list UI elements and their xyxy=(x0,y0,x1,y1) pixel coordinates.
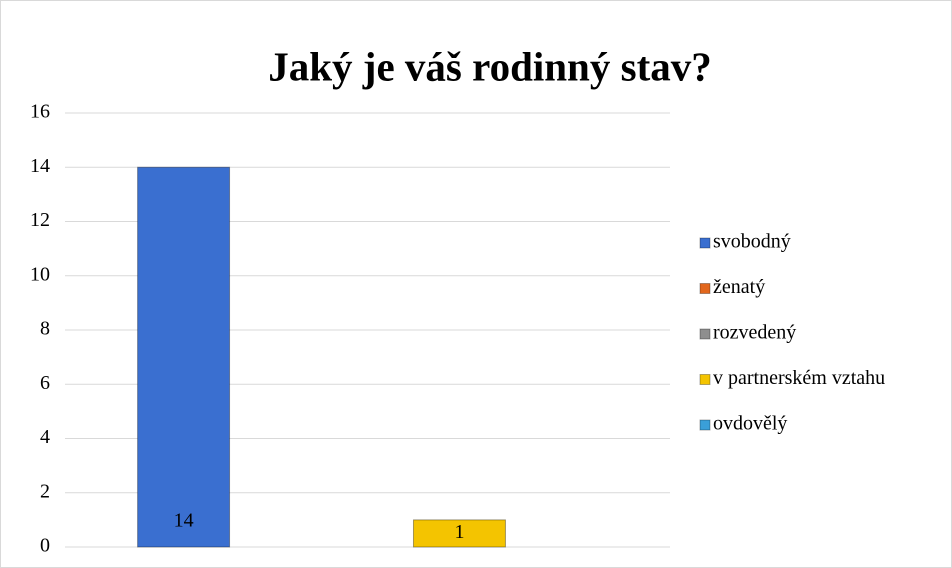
legend-label: v partnerském vztahu xyxy=(713,367,885,389)
legend-marker xyxy=(699,237,711,249)
legend-marker xyxy=(699,419,711,431)
legend-label: ženatý xyxy=(713,276,765,298)
y-tick-label: 6 xyxy=(40,372,50,394)
bar xyxy=(137,166,231,548)
legend-label: ovdovělý xyxy=(713,413,787,435)
legend-label: svobodný xyxy=(713,231,791,253)
legend-marker xyxy=(699,374,711,385)
y-tick-label: 16 xyxy=(30,101,50,123)
legend-marker xyxy=(699,283,711,294)
chart-title: Jaký je váš rodinný stav? xyxy=(268,43,711,89)
data-label: 1 xyxy=(454,521,464,543)
legend-marker xyxy=(699,328,711,340)
y-tick-label: 14 xyxy=(30,155,50,177)
bar xyxy=(412,519,506,548)
y-tick-label: 4 xyxy=(40,426,50,448)
y-tick-label: 0 xyxy=(40,535,50,557)
y-tick-label: 10 xyxy=(30,263,50,285)
y-tick-label: 12 xyxy=(30,209,50,231)
y-tick-label: 8 xyxy=(40,318,50,340)
y-tick-label: 2 xyxy=(40,480,50,502)
legend-label: rozvedený xyxy=(713,322,796,344)
data-label: 14 xyxy=(174,510,194,532)
